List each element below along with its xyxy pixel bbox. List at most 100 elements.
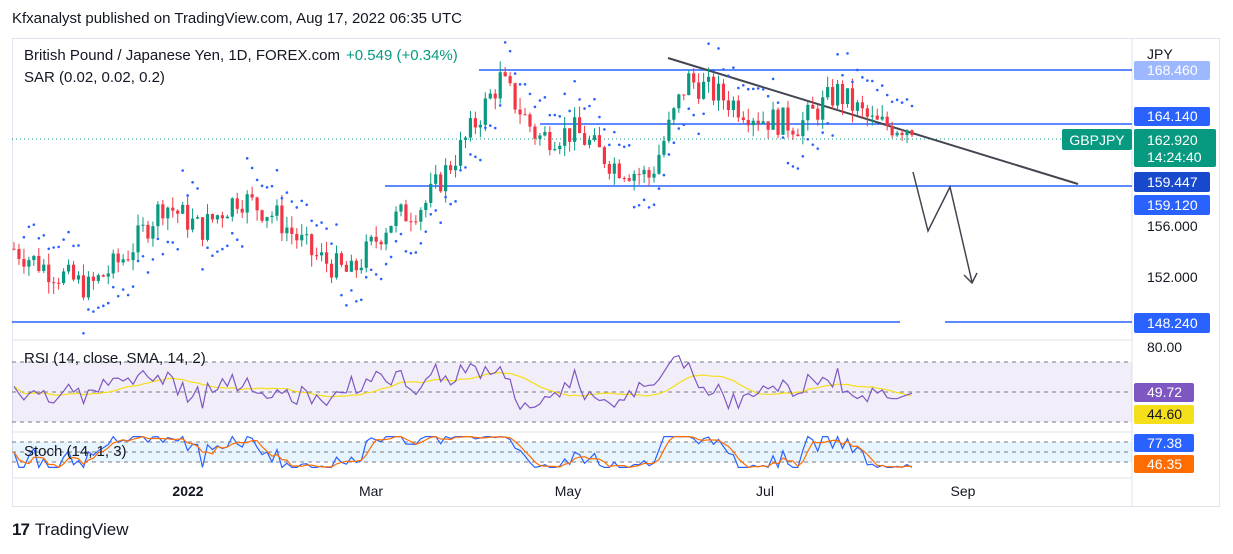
candle-body (667, 119, 671, 141)
price-tag-164140[interactable] (1134, 107, 1210, 126)
candle-body (662, 140, 666, 155)
sar-legend[interactable]: SAR (0.02, 0.02, 0.2) (24, 69, 165, 86)
candle-body (404, 204, 408, 222)
candle-body (275, 205, 279, 216)
price-tag-148240[interactable] (1134, 313, 1210, 333)
sar-dot (419, 241, 423, 245)
sar-dot (821, 131, 824, 134)
descending-trendline[interactable] (667, 57, 1079, 185)
sar-dot (756, 87, 760, 90)
price-tag-159447-label: 159.447 (1147, 174, 1198, 190)
sar-dot (518, 83, 522, 86)
candle-body (349, 260, 353, 272)
candle-body (677, 94, 681, 109)
candle-body (419, 209, 423, 222)
sar-dot (315, 224, 318, 227)
price-tick-156: 156.000 (1147, 218, 1198, 234)
candle-body (672, 108, 676, 120)
candle-body (161, 204, 165, 219)
candle-body (910, 130, 914, 136)
candle-body (622, 178, 626, 180)
candle-body (761, 121, 765, 124)
symbol-tag[interactable] (1062, 129, 1132, 150)
candle-body (835, 84, 840, 106)
candle-body (577, 117, 582, 134)
candle-body (255, 197, 259, 211)
sar-dot (553, 113, 557, 117)
rsi-legend[interactable]: RSI (14, close, SMA, 14, 2) (24, 350, 206, 367)
candle-body (389, 225, 393, 233)
stoch-legend[interactable]: Stoch (14, 1, 3) (24, 443, 127, 460)
stoch-d-tag[interactable] (1134, 455, 1194, 473)
candle-body (845, 88, 850, 105)
candle-body (766, 121, 770, 130)
candle-body (191, 218, 195, 230)
sar-dot (136, 259, 140, 263)
sar-dot (667, 153, 671, 156)
candle-body (181, 204, 185, 214)
candle-body (558, 145, 562, 150)
sar-dot (776, 101, 780, 104)
candle-body (751, 120, 755, 126)
sar-dot (221, 247, 224, 251)
sar-dot (245, 157, 249, 160)
sar-dot (240, 245, 244, 248)
sar-dot (102, 304, 105, 308)
sar-dot (692, 113, 696, 117)
candle-body (329, 263, 334, 278)
candle-body (334, 253, 339, 278)
sar-dot (588, 104, 591, 108)
candle-body (215, 215, 220, 220)
price-tag-159120[interactable] (1134, 195, 1210, 215)
footer-brand[interactable]: 17 TradingView (12, 520, 128, 540)
price-tag-current[interactable] (1134, 129, 1216, 167)
candle-body (811, 104, 815, 109)
sar-dot (598, 115, 601, 119)
candle-body (91, 276, 95, 281)
sar-dot (751, 87, 755, 91)
sar-dot (573, 79, 576, 83)
symbol-legend[interactable]: British Pound / Japanese Yen, 1D, FOREX.… (24, 47, 458, 64)
candle-body (439, 174, 443, 192)
sar-dot (359, 298, 363, 302)
candle-body (66, 264, 71, 272)
candle-body (86, 276, 91, 298)
sar-dot (563, 92, 567, 96)
sar-dot (622, 145, 626, 149)
sar-dot (211, 254, 214, 258)
stoch-k-tag[interactable] (1134, 434, 1194, 452)
sar-dot (464, 166, 467, 169)
candle-body (692, 73, 696, 83)
symbol-tag-label: GBPJPY (1069, 132, 1125, 148)
sar-dot (77, 244, 80, 247)
candle-body (736, 100, 740, 118)
sar-dot (727, 74, 730, 78)
sar-dot (578, 98, 581, 101)
price-tag-168460[interactable] (1134, 61, 1210, 80)
candle-body (62, 271, 66, 284)
sar-dot (355, 300, 358, 303)
candle-body (900, 132, 904, 136)
rsi-line (13, 354, 913, 411)
candle-body (22, 258, 26, 267)
projection-path[interactable] (912, 171, 973, 283)
sar-dot (22, 235, 26, 239)
candle-body (697, 82, 701, 99)
price-tag-159447[interactable] (1134, 172, 1210, 192)
sar-dot (766, 94, 770, 98)
rsi-ma-line (13, 371, 913, 398)
candle-body (478, 124, 482, 128)
sar-dot (345, 303, 348, 307)
sar-dot (503, 41, 507, 44)
candle-body (339, 253, 344, 265)
candle-body (136, 225, 140, 253)
sar-dot (791, 165, 795, 168)
rsi-tag[interactable] (1134, 383, 1194, 402)
candle-body (47, 264, 51, 283)
candle-body (12, 248, 16, 250)
price-tag-159120-label: 159.120 (1147, 197, 1198, 213)
candle-body (523, 114, 527, 116)
price-axis-currency: JPY (1147, 46, 1173, 62)
rsi-ma-tag[interactable] (1134, 405, 1194, 424)
